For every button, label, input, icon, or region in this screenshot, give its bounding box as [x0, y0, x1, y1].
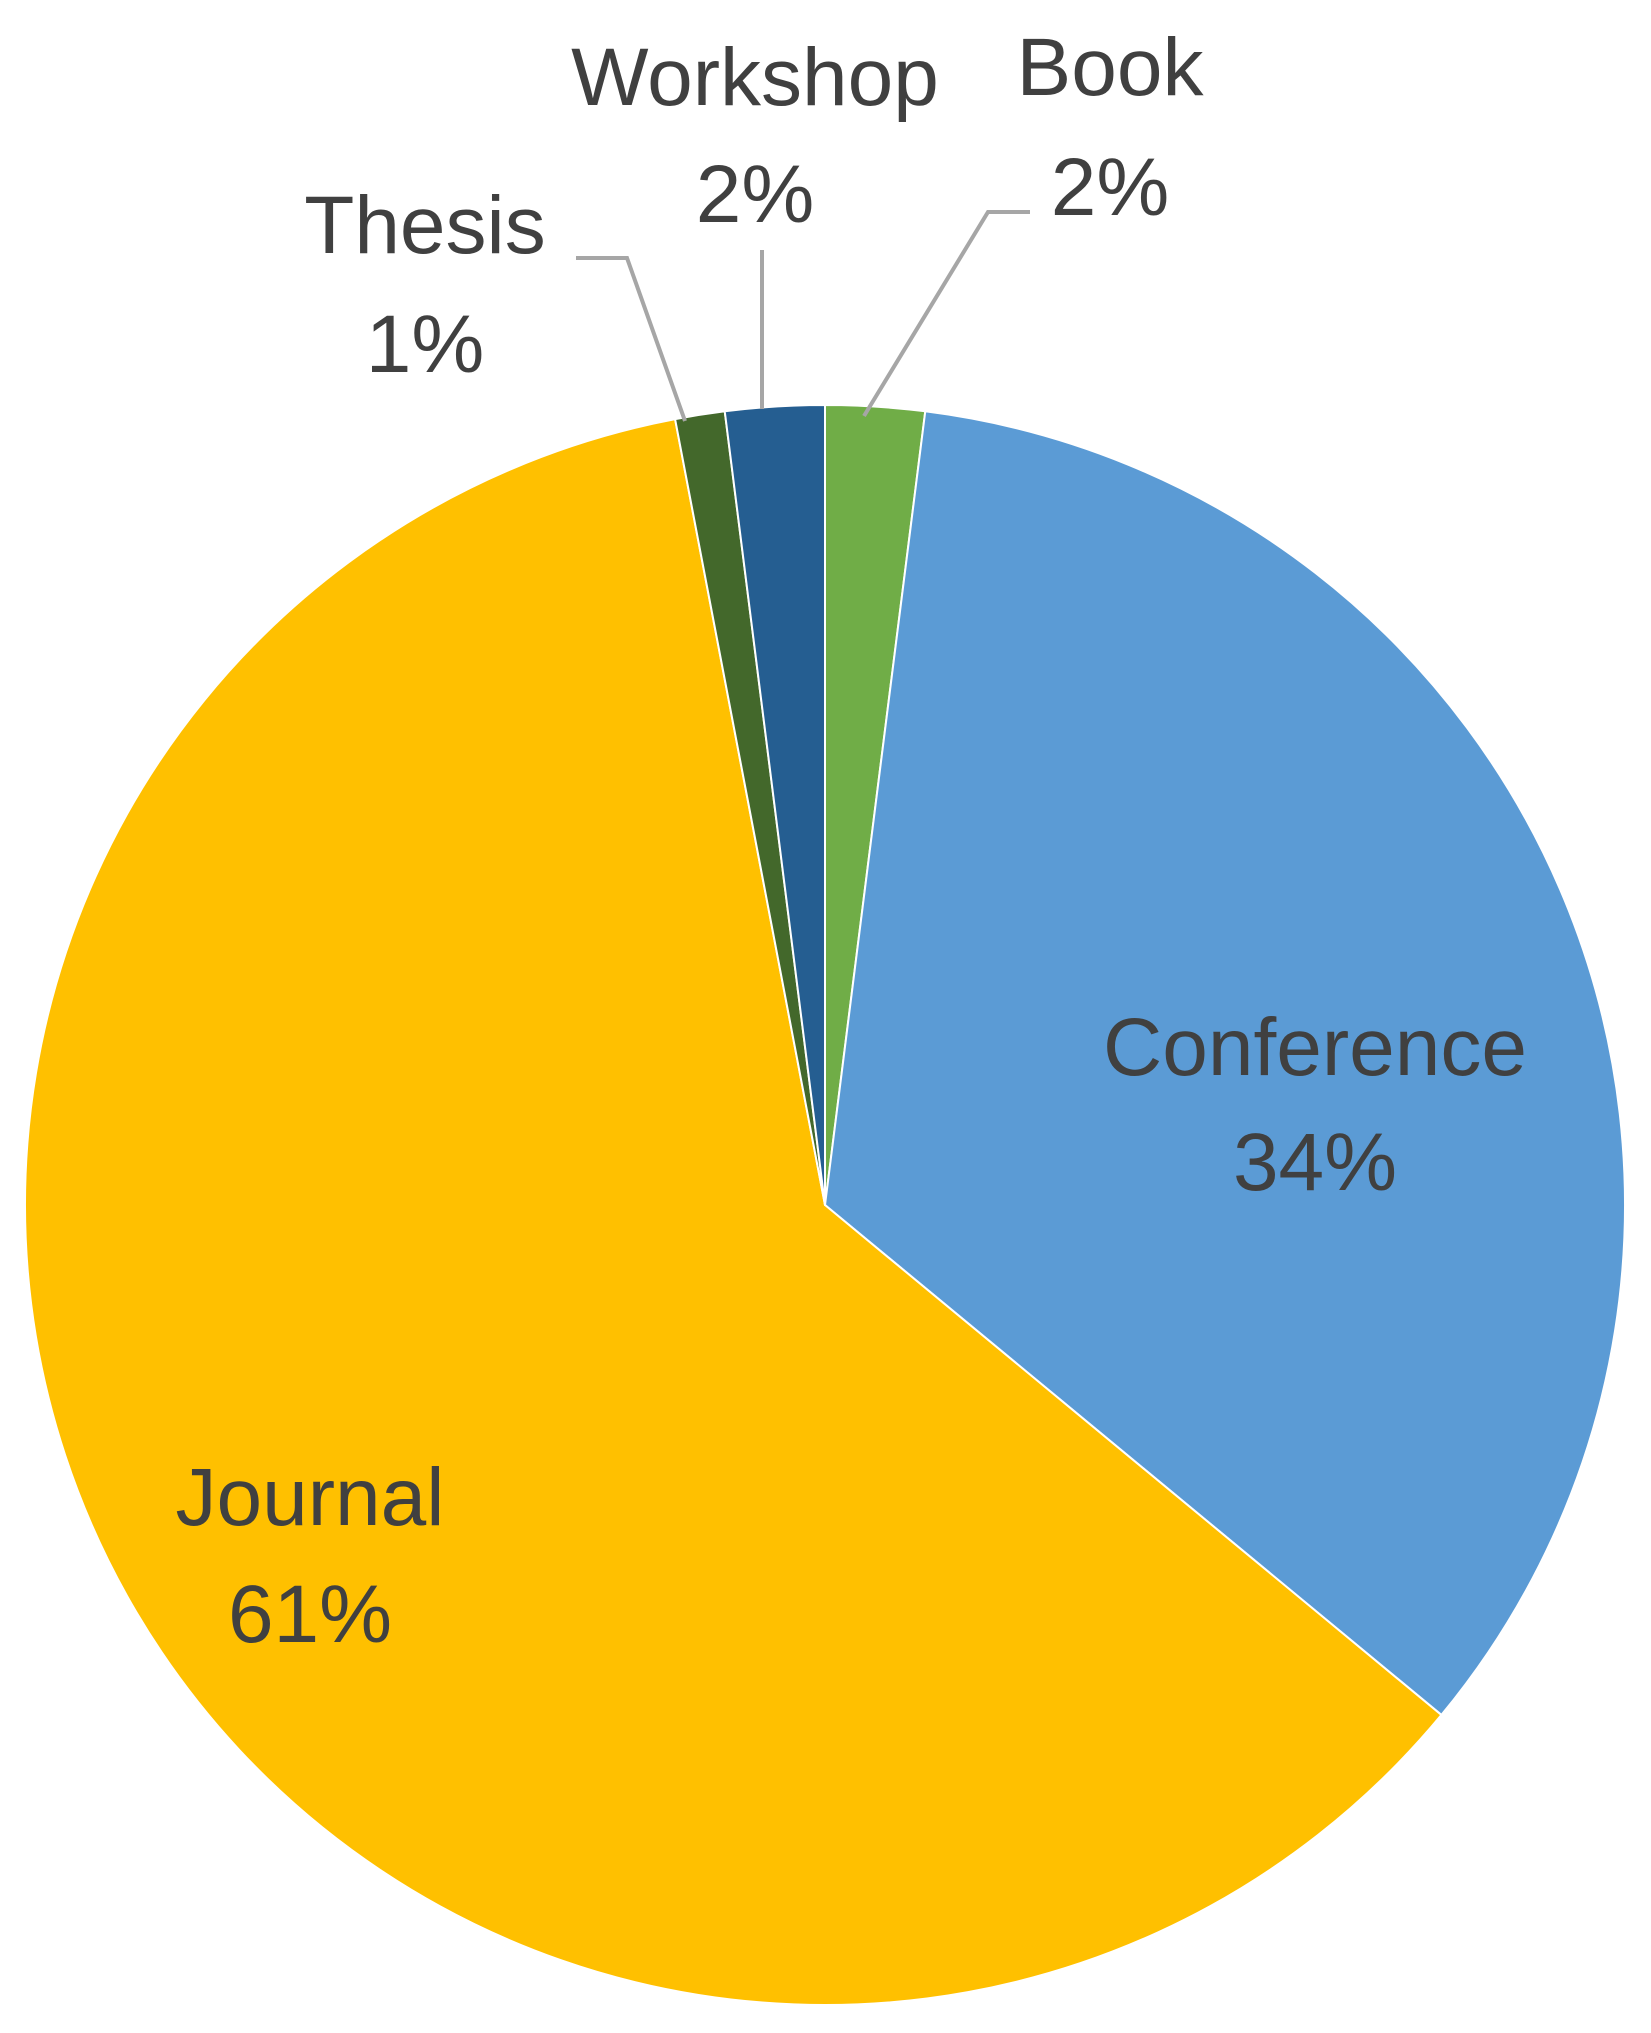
data-label-category-book: Book: [1017, 22, 1205, 113]
leader-line-thesis: [576, 256, 687, 422]
data-label-category-journal: Journal: [176, 1452, 445, 1543]
leader-lines-layer: [576, 210, 1030, 422]
data-label-percent-book: 2%: [1051, 142, 1170, 233]
data-label-percent-conference: 34%: [1233, 1117, 1397, 1208]
data-label-percent-thesis: 1%: [366, 299, 485, 390]
labels-layer: Book 2% Conference 34% Journal 61% Thesis 1% Wor…: [176, 22, 1527, 1660]
data-label-percent-journal: 61%: [228, 1569, 392, 1660]
slices-layer: [24, 404, 1626, 2006]
data-label-category-thesis: Thesis: [304, 180, 546, 271]
data-label-category-conference: Conference: [1103, 1002, 1527, 1093]
data-label-percent-workshop: 2%: [696, 149, 815, 240]
pie-slice-conference: [824, 410, 1626, 1716]
leader-line-book: [862, 210, 1030, 418]
pie-slice-journal: [24, 418, 1443, 2006]
data-label-category-workshop: Workshop: [571, 32, 939, 123]
pie-slice-workshop: [723, 404, 826, 1206]
